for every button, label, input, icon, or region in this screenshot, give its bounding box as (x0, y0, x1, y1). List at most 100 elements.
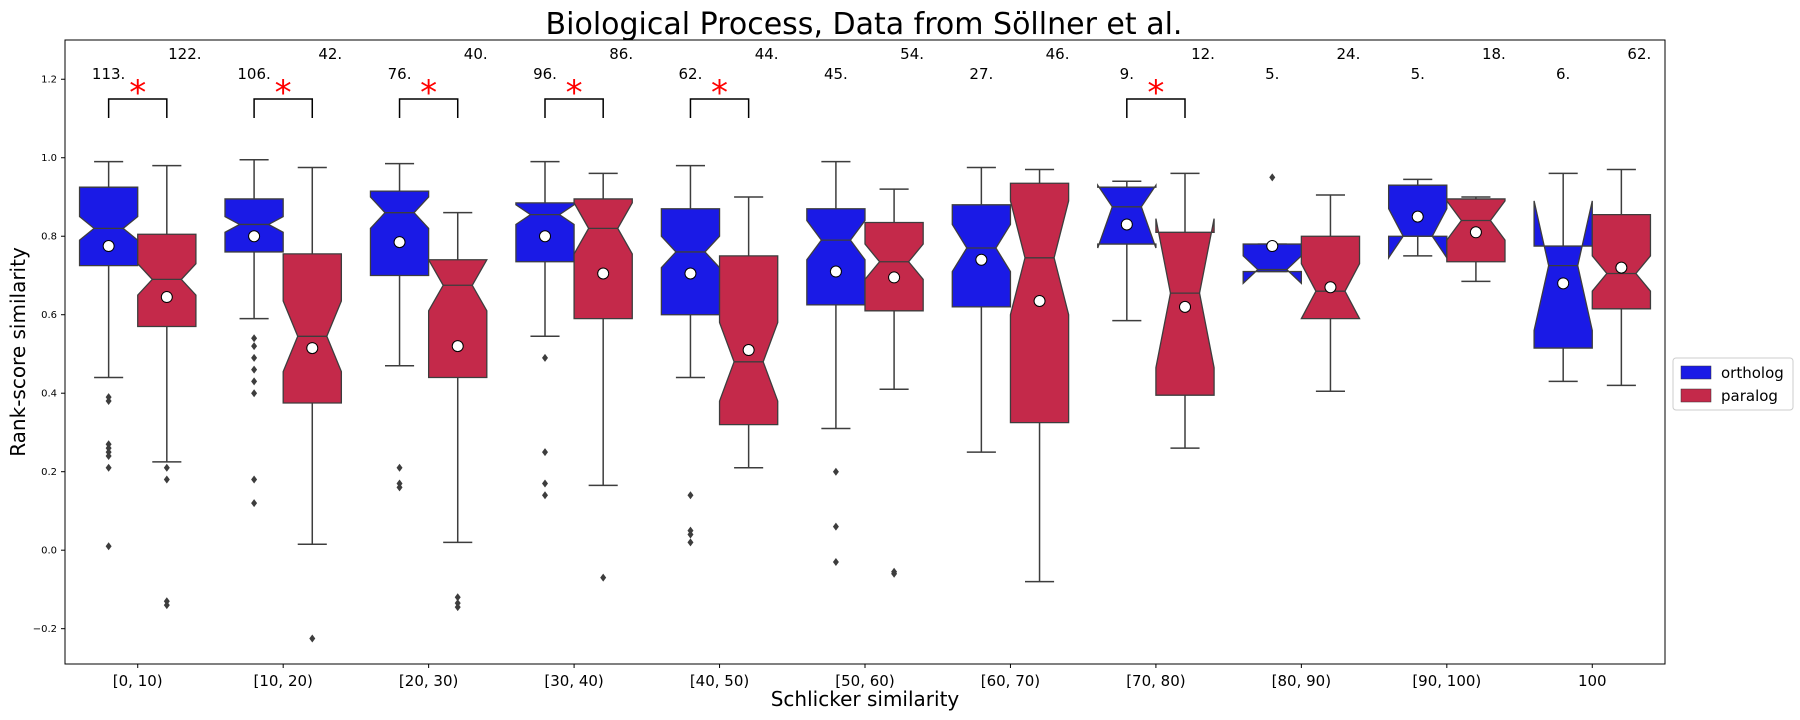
x-tick-label: [0, 10) (113, 672, 163, 690)
count-label-ortholog: 5. (1265, 65, 1279, 83)
mean-marker (160, 291, 173, 304)
mean-marker (1266, 240, 1279, 253)
outlier-point (251, 334, 258, 343)
legend-label-ortholog: ortholog (1721, 364, 1784, 382)
x-tick-label: [50, 60) (835, 672, 894, 690)
y-tick-label: 0.6 (41, 310, 57, 321)
annotation-3: 96. 86. * (533, 45, 633, 118)
significance-star: * (129, 73, 146, 113)
annotation-7: 9. 12. * (1120, 45, 1215, 118)
box-ortholog-3 (515, 160, 575, 500)
mean-marker (393, 236, 406, 249)
box-body (864, 221, 924, 312)
outlier-point (687, 538, 694, 547)
box-paralog-2 (427, 211, 488, 612)
outlier-point (251, 353, 258, 362)
significance-bracket (544, 98, 604, 118)
annotation-5: 45. 54. (824, 45, 924, 83)
outlier-point (163, 463, 170, 472)
box-body (1300, 235, 1361, 320)
outlier-point (105, 397, 112, 406)
significance-bracket (689, 98, 750, 118)
box-ortholog-7 (1097, 180, 1157, 322)
y-tick-label: −0.2 (33, 624, 57, 635)
annotation-9: 5. 18. (1411, 45, 1506, 83)
count-label-paralog: 46. (1046, 45, 1070, 63)
outlier-point (832, 467, 839, 476)
box-body (137, 233, 197, 328)
significance-star: * (566, 73, 583, 113)
count-label-ortholog: 6. (1556, 65, 1570, 83)
outlier-point (309, 634, 316, 643)
mean-marker (1469, 226, 1482, 239)
y-tick-label: 0.0 (41, 546, 57, 557)
outlier-point (105, 542, 112, 551)
mean-marker (1324, 281, 1337, 294)
outlier-point (396, 463, 403, 472)
outlier-point (251, 389, 258, 398)
outlier-point (105, 452, 112, 460)
y-axis: −0.2 0.0 0.2 0.4 0.6 0.8 1.0 1.2 (33, 75, 65, 635)
outlier-point (542, 491, 548, 500)
outlier-point (454, 593, 461, 602)
x-tick-label: [60, 70) (981, 672, 1040, 690)
x-tick-label: [70, 80) (1126, 672, 1185, 690)
box-ortholog-1 (224, 158, 284, 508)
y-axis-label: Rank-score similarity (6, 247, 30, 457)
plot-area: 113. 122. * 106. 42. * 76. 40. * 96. 86. * 62. 44. * 45… (78, 45, 1651, 643)
x-axis-label: Schlicker similarity (771, 687, 960, 711)
box-body (282, 253, 343, 404)
significance-star: * (420, 73, 437, 113)
x-tick-label: [80, 90) (1272, 672, 1331, 690)
mean-marker (684, 267, 697, 280)
outlier-point (600, 573, 607, 582)
x-tick-label: 100 (1578, 672, 1607, 690)
count-label-paralog: 86. (609, 45, 633, 63)
count-label-ortholog: 113. (92, 65, 125, 83)
annotation-2: 76. 40. * (388, 45, 488, 118)
box-ortholog-5 (806, 160, 866, 566)
annotation-4: 62. 44. * (679, 45, 779, 118)
outlier-point (396, 483, 403, 492)
box-body (78, 186, 139, 267)
count-label-ortholog: 9. (1120, 65, 1134, 83)
box-ortholog-6 (951, 166, 1012, 453)
count-label-ortholog: 76. (388, 65, 412, 83)
mean-marker (1179, 300, 1191, 313)
mean-marker (451, 340, 464, 353)
mean-marker (539, 230, 551, 243)
count-label-ortholog: 45. (824, 65, 848, 83)
count-label-paralog: 122. (168, 45, 201, 63)
box-paralog-8 (1300, 194, 1361, 392)
outlier-point (454, 603, 461, 612)
count-label-ortholog: 27. (969, 65, 993, 83)
box-paralog-4 (718, 196, 779, 469)
mean-marker (888, 271, 901, 284)
mean-marker (1557, 277, 1570, 290)
count-label-ortholog: 5. (1411, 65, 1425, 83)
count-label-ortholog: 96. (533, 65, 557, 83)
outlier-point (251, 377, 258, 386)
outlier-point (687, 530, 694, 539)
outlier-point (542, 479, 548, 488)
outlier-point (891, 569, 898, 578)
box-body (573, 198, 633, 320)
legend-swatch-paralog (1680, 388, 1712, 403)
y-tick-label: 1.2 (41, 75, 57, 86)
mean-marker (306, 342, 319, 355)
count-label-paralog: 62. (1627, 45, 1651, 63)
box-paralog-0 (137, 164, 197, 610)
box-body (427, 259, 488, 379)
legend-swatch-ortholog (1680, 365, 1712, 380)
outlier-point (1269, 173, 1276, 182)
box-paralog-3 (573, 172, 633, 582)
significance-bracket (1126, 98, 1186, 118)
y-tick-label: 1.0 (41, 153, 57, 164)
count-label-paralog: 40. (464, 45, 488, 63)
outlier-point (542, 353, 548, 362)
significance-bracket (107, 98, 168, 118)
outlier-point (251, 499, 258, 508)
mean-marker (597, 267, 610, 280)
box-ortholog-9 (1387, 178, 1448, 260)
count-label-paralog: 54. (900, 45, 924, 63)
